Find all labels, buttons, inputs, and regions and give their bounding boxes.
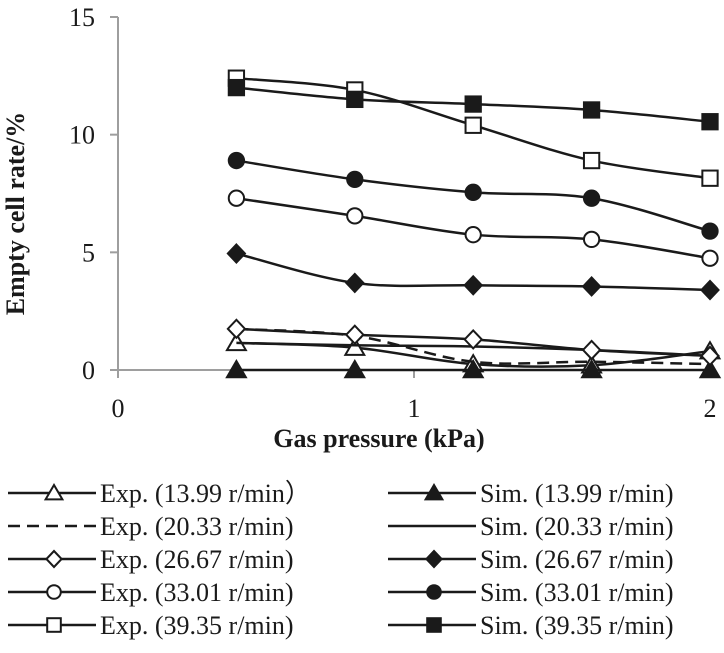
data-point	[582, 230, 601, 249]
data-point	[582, 189, 601, 207]
data-point	[343, 336, 366, 356]
legend-marker	[46, 617, 62, 633]
x-axis-title: Gas pressure (kPa)	[273, 424, 484, 453]
legend-label: Sim. (26.67 r/min)	[480, 545, 674, 574]
legend-label: Sim. (20.33 r/min)	[480, 512, 674, 541]
data-point	[698, 359, 722, 379]
legend-item: Sim. (39.35 r/min)	[388, 611, 674, 640]
data-point	[582, 101, 601, 119]
data-point	[226, 243, 247, 264]
legend-label: Exp. (20.33 r/min)	[100, 512, 294, 541]
legend-marker	[46, 584, 62, 600]
data-point	[346, 90, 364, 109]
legend-item: Exp. (20.33 r/min)	[8, 512, 294, 541]
legend-item: Exp. (26.67 r/min)	[8, 545, 294, 574]
data-point	[227, 189, 246, 207]
legend-item: Sim. (26.67 r/min)	[388, 545, 674, 574]
data-point	[462, 359, 485, 379]
legend-label: Sim. (33.01 r/min)	[480, 578, 674, 607]
data-point	[344, 324, 365, 346]
axes	[117, 17, 710, 371]
series-exp-33-01-r-min	[227, 189, 719, 267]
data-point	[226, 318, 247, 340]
y-tick-label: 15	[69, 3, 95, 32]
legend-marker	[45, 549, 63, 569]
series-sim-13-99-r-min	[225, 359, 722, 379]
data-point	[700, 279, 720, 301]
data-point	[225, 359, 248, 379]
data-point	[464, 116, 482, 134]
legend-label: Exp. (26.67 r/min)	[100, 545, 294, 574]
legend-label: Exp. (13.99 r/min）	[100, 479, 311, 508]
data-point	[344, 272, 365, 294]
legend-marker	[423, 483, 445, 501]
legend-label: Sim. (13.99 r/min)	[480, 479, 674, 508]
legend-marker	[426, 584, 442, 600]
data-point	[463, 328, 484, 350]
legend-label: Exp. (33.01 r/min)	[100, 578, 294, 607]
legend-marker	[426, 617, 442, 633]
legend-item: Sim. (33.01 r/min)	[388, 578, 674, 607]
data-point	[346, 207, 364, 225]
series-exp-39-35-r-min	[227, 69, 719, 187]
legend-label: Exp. (39.35 r/min)	[100, 611, 294, 640]
x-tick-label: 2	[704, 394, 717, 423]
data-point	[581, 276, 602, 297]
series-sim-33-01-r-min	[227, 151, 719, 240]
data-point	[701, 113, 719, 131]
data-point	[343, 359, 366, 379]
data-point	[463, 274, 484, 296]
series-layer	[225, 69, 722, 379]
data-point	[581, 339, 602, 361]
legend-marker	[43, 483, 65, 501]
legend-label: Sim. (39.35 r/min)	[480, 611, 674, 640]
data-point	[227, 151, 246, 170]
y-tick-label: 0	[82, 356, 95, 385]
legend-marker	[425, 549, 443, 569]
data-point	[227, 78, 246, 97]
legend-item: Exp. (33.01 r/min)	[8, 578, 294, 607]
legend-item: Sim. (13.99 r/min)	[388, 479, 674, 508]
x-tick-label: 0	[112, 394, 125, 423]
y-tick-label: 5	[82, 238, 95, 267]
data-point	[464, 226, 482, 244]
data-point	[701, 169, 719, 187]
series-sim-39-35-r-min	[227, 78, 719, 131]
legend-item: Exp. (13.99 r/min）	[8, 479, 311, 508]
series-exp-26-67-r-min	[226, 318, 720, 367]
legend-item: Exp. (39.35 r/min)	[8, 611, 294, 640]
ticks: 0 5 10 15 0 1 2	[69, 3, 717, 423]
data-point	[582, 151, 601, 170]
y-axis-title: Empty cell rate/%	[1, 112, 30, 316]
x-tick-label: 1	[408, 394, 421, 423]
data-point	[580, 359, 603, 379]
data-point	[701, 249, 719, 267]
series-sim-26-67-r-min	[226, 243, 720, 301]
data-point	[700, 345, 720, 367]
legend-item: Sim. (20.33 r/min)	[388, 512, 674, 541]
legend: Exp. (13.99 r/min） Sim. (13.99 r/min) Exp.…	[8, 479, 674, 640]
data-point	[464, 95, 482, 113]
y-tick-label: 10	[69, 121, 95, 150]
data-point	[464, 183, 482, 201]
data-point	[701, 222, 719, 240]
data-point	[346, 170, 364, 189]
